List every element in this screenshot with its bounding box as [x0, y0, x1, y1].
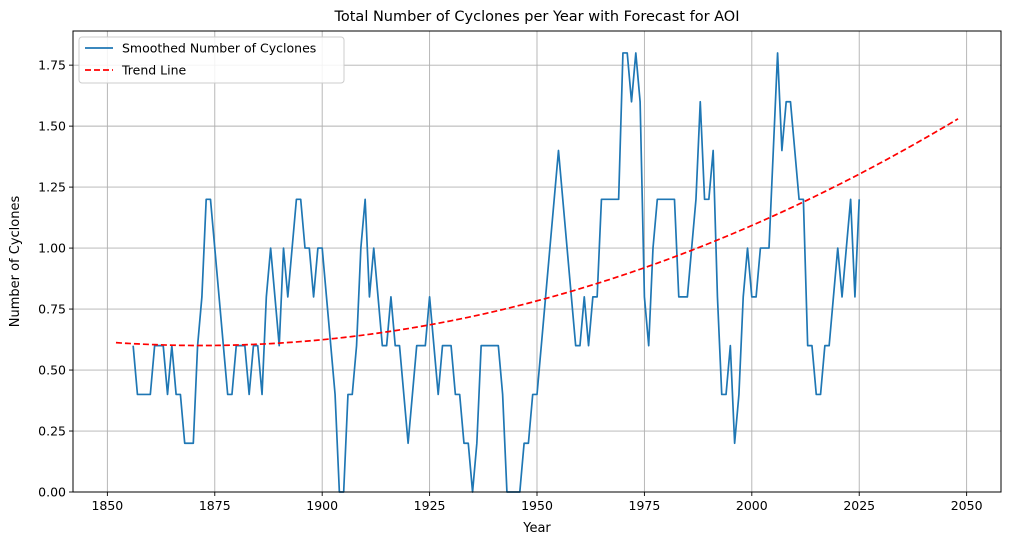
- series-layer: [115, 52, 959, 493]
- y-tick-label: 0.00: [38, 485, 66, 500]
- y-tick-label: 1.25: [38, 180, 66, 195]
- x-tick-label: 1900: [306, 498, 338, 513]
- grid: [73, 31, 1001, 493]
- y-axis-label: Number of Cyclones: [8, 196, 23, 328]
- x-tick-label: 2050: [951, 498, 983, 513]
- x-axis-label: Year: [522, 521, 551, 536]
- y-tick-label: 1.50: [38, 119, 66, 134]
- x-tick-label: 2025: [843, 498, 875, 513]
- x-tick-label: 2000: [736, 498, 768, 513]
- x-tick-label: 1850: [91, 498, 123, 513]
- x-tick-label: 1950: [521, 498, 553, 513]
- trend-line: [115, 118, 959, 347]
- x-tick-label: 1875: [199, 498, 231, 513]
- legend-label-smoothed: Smoothed Number of Cyclones: [122, 41, 316, 56]
- chart-title: Total Number of Cyclones per Year with F…: [333, 9, 739, 25]
- x-tick-label: 1975: [629, 498, 661, 513]
- y-axis: 0.00 0.25 0.50 0.75 1.00 1.25 1.50 1.75: [38, 58, 73, 500]
- y-tick-label: 1.00: [38, 241, 66, 256]
- y-tick-label: 0.75: [38, 302, 66, 317]
- legend-box: [78, 36, 345, 84]
- legend: Smoothed Number of Cyclones Trend Line: [78, 36, 345, 84]
- y-tick-label: 1.75: [38, 58, 66, 73]
- y-tick-label: 0.25: [38, 424, 66, 439]
- y-tick-label: 0.50: [38, 363, 66, 378]
- x-tick-label: 1925: [414, 498, 446, 513]
- smoothed-cyclones-line: [132, 52, 861, 493]
- legend-label-trend: Trend Line: [121, 63, 187, 78]
- x-axis: 1850 1875 1900 1925 1950 1975 2000 2025 2050: [91, 492, 983, 513]
